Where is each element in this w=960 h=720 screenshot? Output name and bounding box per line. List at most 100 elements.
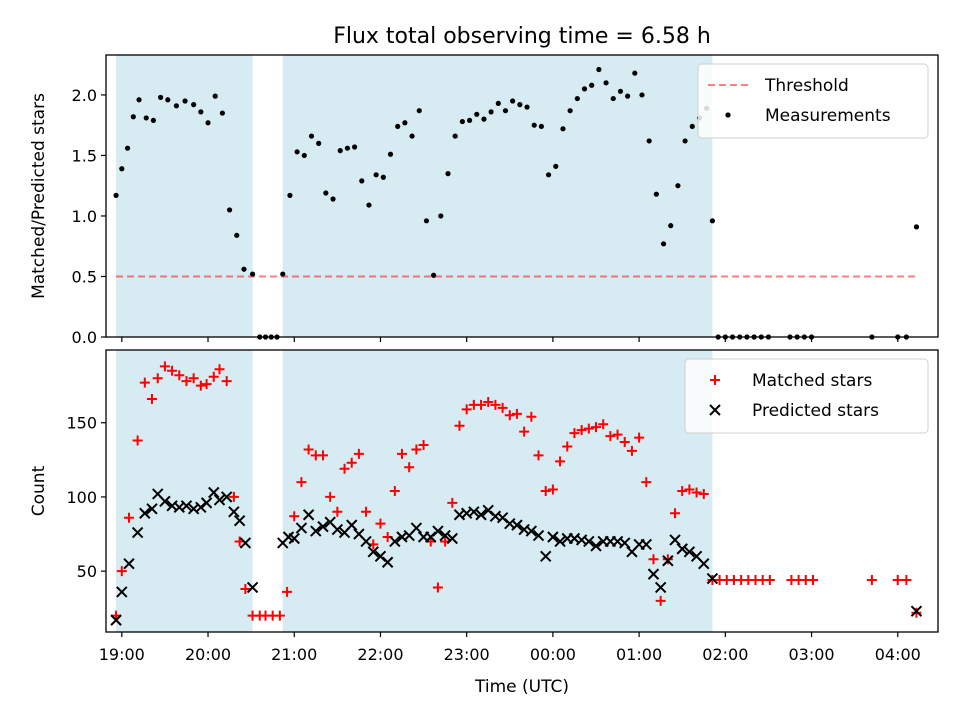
matched-star-point (684, 484, 695, 495)
measurement-point (280, 271, 286, 277)
measurement-point (191, 102, 197, 108)
x-tick-label: 04:00 (875, 645, 921, 664)
matched-star-point (201, 379, 212, 390)
predicted-star-point (180, 500, 193, 512)
predicted-star-point (346, 519, 358, 531)
predicted-star-point (381, 556, 394, 568)
matched-star-point (691, 487, 702, 498)
legend-predicted-swatch (709, 404, 721, 416)
measurement-point (198, 109, 204, 115)
matched-star-point (208, 371, 219, 382)
measurement-point (241, 266, 247, 272)
measurement-point (481, 116, 487, 122)
y-tick-label: 0.0 (72, 328, 97, 347)
legend-label: Measurements (765, 106, 891, 126)
matched-star-point (670, 508, 681, 519)
y-tick-label: 50 (77, 562, 97, 581)
measurement-point (119, 166, 125, 172)
matched-star-point (655, 595, 666, 606)
matched-star-point (188, 373, 199, 384)
predicted-star-point (146, 503, 158, 515)
predicted-star-point (706, 572, 719, 585)
measurement-point (653, 191, 659, 197)
predicted-star-point (468, 506, 480, 518)
measurement-point (205, 120, 211, 126)
matched-star-point (892, 575, 903, 586)
matched-star-point (195, 380, 206, 391)
matched-star-point (662, 554, 673, 565)
matched-star-point (289, 511, 300, 522)
x-tick-label: 01:00 (616, 645, 662, 664)
matched-star-point (547, 484, 558, 495)
predicted-star-point (233, 514, 246, 527)
measurement-point (366, 202, 372, 208)
predicted-star-point (439, 529, 451, 542)
matched-star-point (504, 410, 515, 421)
measurement-point (337, 148, 343, 154)
legend-label: Predicted stars (752, 401, 879, 421)
x-tick-label: 19:00 (99, 645, 145, 664)
measurement-point (395, 123, 401, 130)
measurement-point (668, 223, 674, 229)
matched-star-point (569, 428, 580, 439)
observing-window-shade (116, 350, 253, 632)
x-tick-label: 00:00 (530, 645, 576, 664)
predicted-star-point (208, 486, 220, 499)
matched-star-point (576, 425, 587, 436)
matched-star-point (228, 491, 239, 502)
predicted-star-point (619, 537, 631, 549)
predicted-star-point (669, 534, 681, 546)
measurement-point (323, 190, 329, 196)
measurement-point (219, 110, 225, 116)
matched-star-point (411, 444, 422, 455)
predicted-star-point (525, 525, 538, 537)
predicted-star-point (239, 537, 252, 549)
y-tick-label: 150 (66, 414, 97, 433)
matched-star-point (866, 575, 877, 586)
y-tick-label: 100 (66, 488, 97, 507)
matched-star-point (598, 419, 609, 430)
measurement-point (545, 172, 552, 178)
measurement-point (682, 138, 688, 144)
observing-window-shade (282, 350, 713, 632)
predicted-star-point (310, 525, 322, 537)
predicted-star-point (654, 581, 667, 594)
matched-star-point (641, 477, 652, 488)
measurement-point (488, 109, 494, 115)
measurement-point (574, 95, 580, 102)
x-tick-label: 20:00 (185, 645, 231, 664)
matched-star-point (167, 365, 178, 376)
predicted-star-point (288, 532, 300, 545)
measurement-point (589, 82, 595, 88)
matched-star-point (375, 518, 386, 529)
measurement-point (402, 120, 408, 126)
measurement-point (438, 213, 444, 219)
matched-star-point (526, 411, 537, 422)
predicted-star-point (647, 568, 660, 580)
legend-measurement-swatch (725, 112, 731, 118)
matched-star-point (132, 435, 143, 446)
measurement-point (249, 271, 256, 277)
predicted-star-point (367, 546, 379, 558)
predicted-star-point (295, 522, 308, 534)
matched-star-point (698, 488, 709, 499)
measurement-point (294, 149, 300, 155)
matched-star-point (901, 575, 912, 586)
predicted-star-point (159, 495, 171, 508)
matched-star-point (490, 399, 501, 410)
observing-window-shade (282, 55, 713, 337)
matched-star-point (454, 420, 465, 431)
predicted-star-point (139, 507, 151, 519)
matched-star-point (677, 486, 688, 496)
measurement-point (226, 207, 233, 213)
measurement-point (182, 98, 188, 104)
matched-star-point (282, 586, 293, 597)
matched-star-point (562, 441, 573, 452)
predicted-star-point (116, 586, 128, 598)
axes-frame (105, 349, 939, 633)
legend-box (697, 63, 929, 139)
measurement-point (330, 196, 336, 202)
predicted-star-point (389, 535, 401, 548)
measurement-point (287, 192, 293, 198)
measurement-point (495, 100, 501, 107)
